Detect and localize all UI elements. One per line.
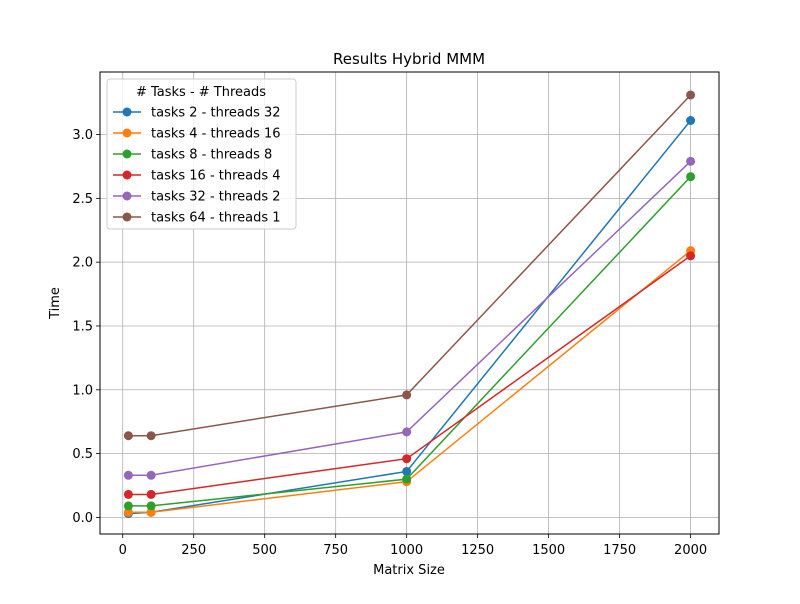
y-tick-label: 2.5 xyxy=(72,192,93,207)
grid-lines xyxy=(100,72,719,534)
legend-box xyxy=(106,78,297,230)
data-point xyxy=(686,90,696,100)
series-4 xyxy=(123,251,696,499)
x-axis-label: Matrix Size xyxy=(373,563,445,578)
y-tick-label: 3.0 xyxy=(72,128,93,143)
legend-title: # Tasks - # Threads xyxy=(136,85,266,100)
legend-entry: tasks 64 - threads 1 xyxy=(113,211,281,226)
y-axis-label: Time xyxy=(48,287,63,320)
legend-swatch-marker xyxy=(122,107,132,117)
series-line xyxy=(128,160,692,477)
data-point xyxy=(123,507,133,517)
y-tick-label: 1.0 xyxy=(72,383,93,398)
data-point xyxy=(686,115,696,125)
legend-swatch-marker xyxy=(122,149,132,159)
legend-entries: tasks 2 - threads 32 tasks 4 - threads 16… xyxy=(113,106,281,226)
axis-ticks: 0 250 500 750 1000 1250 1500 1750 2000 0.0 0.5 1.0 1… xyxy=(72,128,707,558)
x-tick-label: 1250 xyxy=(461,543,494,558)
y-tick-label: 2.0 xyxy=(72,256,93,271)
data-point xyxy=(686,251,696,261)
x-tick-label: 0 xyxy=(119,543,127,558)
plot-frame xyxy=(99,71,720,535)
series-line xyxy=(128,255,692,496)
x-tick-label: 500 xyxy=(252,543,277,558)
series-6 xyxy=(123,90,696,441)
series-line xyxy=(128,176,692,507)
chart-title: Results Hybrid MMM xyxy=(333,50,485,68)
legend-swatch-marker xyxy=(122,128,132,138)
legend-entry: tasks 8 - threads 8 xyxy=(113,148,272,163)
series-line xyxy=(128,250,692,514)
data-point xyxy=(686,172,696,182)
legend-swatch-marker xyxy=(122,212,132,222)
data-point xyxy=(146,470,156,480)
data-point xyxy=(402,390,412,400)
data-point xyxy=(686,156,696,166)
legend: # Tasks - # Threads tasks 2 - threads 32… xyxy=(106,78,297,230)
legend-swatch-marker xyxy=(122,170,132,180)
legend-label: tasks 32 - threads 2 xyxy=(151,190,281,205)
data-point xyxy=(402,427,412,437)
data-point xyxy=(402,466,412,476)
data-point xyxy=(123,501,133,511)
legend-entry: tasks 32 - threads 2 xyxy=(113,190,281,205)
data-point xyxy=(123,489,133,499)
data-point xyxy=(146,489,156,499)
legend-label: tasks 8 - threads 8 xyxy=(151,148,272,163)
legend-swatch-marker xyxy=(122,191,132,201)
data-point xyxy=(146,507,156,517)
legend-label: tasks 16 - threads 4 xyxy=(151,169,281,184)
legend-label: tasks 64 - threads 1 xyxy=(151,211,281,226)
series-3 xyxy=(123,172,696,511)
x-tick-label: 2000 xyxy=(674,543,707,558)
legend-entry: tasks 16 - threads 4 xyxy=(113,169,281,184)
legend-label: tasks 4 - threads 16 xyxy=(151,127,281,142)
y-tick-label: 1.5 xyxy=(72,319,93,334)
data-point xyxy=(402,454,412,464)
legend-label: tasks 2 - threads 32 xyxy=(151,106,281,121)
data-point xyxy=(146,501,156,511)
data-point xyxy=(402,474,412,484)
data-point xyxy=(123,431,133,441)
x-tick-label: 250 xyxy=(181,543,206,558)
y-tick-label: 0.0 xyxy=(72,511,93,526)
data-point xyxy=(123,470,133,480)
data-point xyxy=(146,431,156,441)
series-5 xyxy=(123,156,696,480)
series-layer xyxy=(123,90,696,519)
x-tick-label: 1750 xyxy=(603,543,636,558)
legend-entry: tasks 2 - threads 32 xyxy=(113,106,281,121)
series-line xyxy=(128,94,692,437)
x-tick-label: 750 xyxy=(323,543,348,558)
legend-entry: tasks 4 - threads 16 xyxy=(113,127,281,142)
y-tick-label: 0.5 xyxy=(72,447,93,462)
x-tick-label: 1000 xyxy=(390,543,423,558)
x-tick-label: 1500 xyxy=(532,543,565,558)
